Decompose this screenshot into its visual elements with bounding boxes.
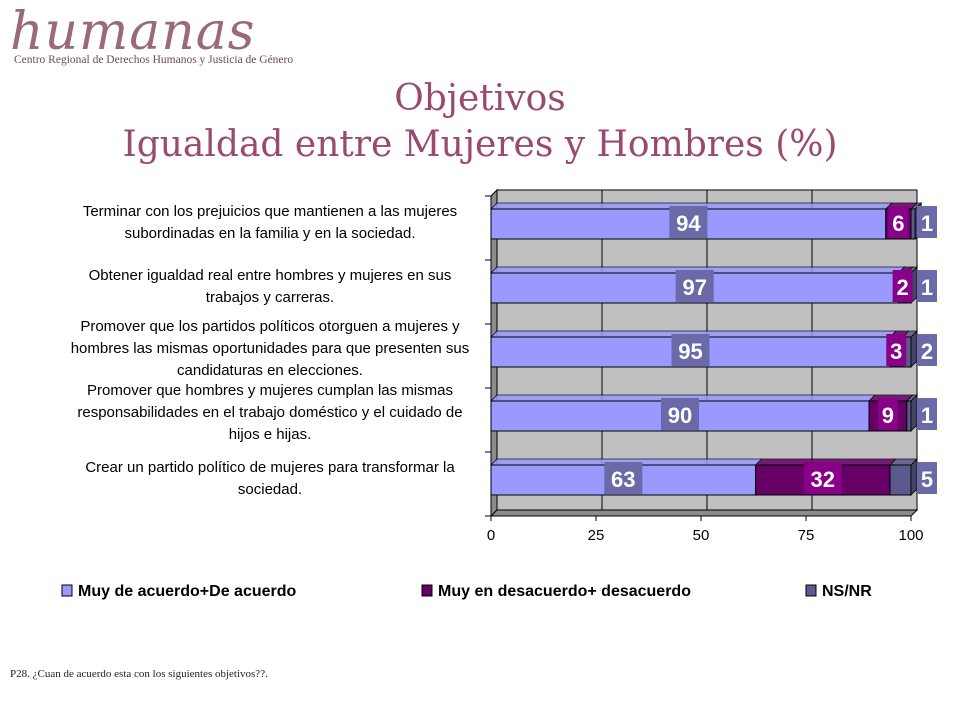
legend-swatch <box>421 584 433 597</box>
legend-label: Muy en desacuerdo+ desacuerdo <box>438 583 691 600</box>
data-label-agree: 63 <box>611 467 635 492</box>
data-label-disagree-box <box>877 398 898 430</box>
bar-end-face <box>910 330 918 368</box>
data-label-disagree-box <box>892 270 913 302</box>
legend-label: Muy de acuerdo+De acuerdo <box>78 583 297 600</box>
logo: humanas Centro Regional de Derechos Huma… <box>10 4 293 66</box>
category-label: Obtener igualdad real entre hombres y mu… <box>89 267 452 306</box>
data-label-disagree: 3 <box>890 339 902 364</box>
data-label-nsnr: 1 <box>921 403 933 428</box>
category-label-line: hombres las mismas oportunidades para qu… <box>71 340 470 357</box>
category-label-line: Promover que los partidos políticos otor… <box>80 318 460 335</box>
data-label-disagree: 32 <box>811 467 835 492</box>
logo-subtitle: Centro Regional de Derechos Humanos y Ju… <box>14 54 294 66</box>
data-label-disagree-box <box>803 462 842 494</box>
bar-end-face <box>910 394 918 432</box>
x-tick-label: 100 <box>898 527 923 544</box>
bar-segment <box>906 400 912 432</box>
category-label: Promover que los partidos políticos otor… <box>71 318 470 379</box>
category-label: Crear un partido político de mujeres par… <box>85 459 455 498</box>
bar-end-face <box>910 458 918 496</box>
data-label-nsnr: 2 <box>921 339 933 364</box>
footnote: P28. ¿Cuan de acuerdo esta con los sigui… <box>10 668 268 680</box>
category-label-line: Obtener igualdad real entre hombres y mu… <box>89 267 452 284</box>
plot-floor <box>489 509 919 517</box>
data-label-nsnr-box <box>917 398 937 430</box>
data-label-disagree: 6 <box>892 211 904 236</box>
x-tick-label: 25 <box>588 527 605 544</box>
data-label-agree-box <box>604 462 643 494</box>
data-label-agree-box <box>669 206 708 238</box>
data-label-agree: 97 <box>682 275 706 300</box>
category-label: Promover que hombres y mujeres cumplan l… <box>77 382 462 443</box>
data-label-disagree: 9 <box>882 403 894 428</box>
data-label-agree: 90 <box>668 403 692 428</box>
category-label: Terminar con los prejuicios que mantiene… <box>83 203 457 242</box>
category-label-line: trabajos y carreras. <box>206 289 334 306</box>
bar-segment <box>889 464 912 496</box>
x-tick-label: 75 <box>798 527 815 544</box>
data-label-nsnr-box <box>917 334 937 366</box>
data-label-disagree: 2 <box>896 275 908 300</box>
data-label-agree-box <box>671 334 710 366</box>
legend-swatch <box>805 584 817 597</box>
title-line-2: Igualdad entre Mujeres y Hombres (%) <box>122 124 838 165</box>
category-label-line: Promover que hombres y mujeres cumplan l… <box>87 382 453 399</box>
x-tick-label: 50 <box>693 527 710 544</box>
category-label-line: responsabilidades en el trabajo doméstic… <box>77 404 462 421</box>
category-label-line: Terminar con los prejuicios que mantiene… <box>83 203 457 220</box>
data-label-nsnr: 5 <box>921 467 933 492</box>
category-label-line: hijos e hijas. <box>229 426 312 443</box>
page-title: Objetivos Igualdad entre Mujeres y Hombr… <box>0 76 960 168</box>
x-tick-label: 0 <box>487 527 495 544</box>
category-label-line: candidaturas en elecciones. <box>177 362 363 379</box>
logo-wordmark: humanas <box>10 2 256 62</box>
title-line-1: Objetivos <box>394 78 566 119</box>
category-label-line: subordinadas en la familia y en la socie… <box>124 225 415 242</box>
legend-swatch <box>61 584 73 597</box>
data-label-nsnr-box <box>917 206 937 238</box>
data-label-nsnr: 1 <box>921 275 933 300</box>
category-label-line: sociedad. <box>238 481 302 498</box>
data-label-agree: 95 <box>678 339 702 364</box>
data-label-nsnr-box <box>917 462 937 494</box>
data-label-disagree-box <box>888 206 909 238</box>
data-label-agree-box <box>675 270 714 302</box>
data-label-agree-box <box>661 398 699 430</box>
data-label-agree: 94 <box>676 211 701 236</box>
data-label-nsnr-box <box>917 270 937 302</box>
category-label-line: Crear un partido político de mujeres par… <box>85 459 455 476</box>
data-label-nsnr: 1 <box>921 211 933 236</box>
data-label-disagree-box <box>886 334 907 366</box>
bar-segment <box>910 208 916 240</box>
legend-label: NS/NR <box>822 583 872 600</box>
